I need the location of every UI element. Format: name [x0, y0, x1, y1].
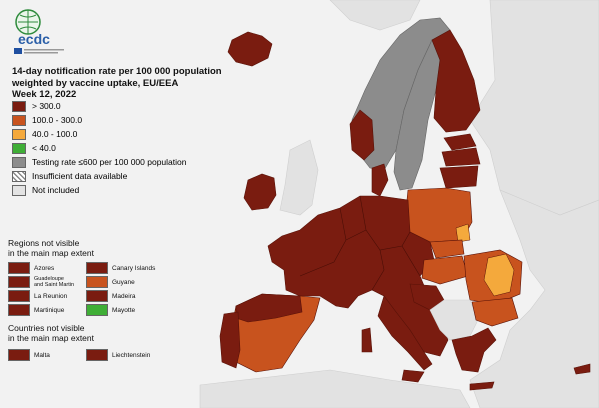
region-swatch: [86, 276, 108, 288]
legend-swatch: [12, 184, 26, 196]
hungary-shape: [421, 255, 469, 285]
countries-title: Countries not visible in the main map ex…: [8, 323, 94, 343]
country-item: Liechtenstein: [86, 349, 150, 361]
region-item: Martinique: [8, 304, 64, 316]
legend-label: Testing rate ≤600 per 100 000 population: [32, 157, 187, 167]
region-item: La Reunion: [8, 290, 67, 302]
region-item: Madeira: [86, 290, 135, 302]
legend-swatch: [12, 114, 26, 126]
legend-item: < 40.0: [12, 142, 56, 154]
finland-shape: [431, 29, 481, 133]
balkans-not-included: [429, 299, 479, 341]
region-swatch: [86, 290, 108, 302]
legend-label: 40.0 - 100.0: [32, 129, 78, 139]
region-swatch: [8, 262, 30, 274]
legend-label: Not included: [32, 185, 80, 195]
region-item: Mayotte: [86, 304, 135, 316]
region-swatch: [8, 290, 30, 302]
legend-swatch: [12, 128, 26, 140]
ireland-shape: [243, 173, 277, 211]
ecdc-globe-logo-icon: ecdc: [14, 9, 64, 54]
legend-swatch: [12, 142, 26, 154]
country-item: Malta: [8, 349, 50, 361]
denmark-shape: [371, 163, 389, 197]
legend-swatch: [12, 100, 26, 112]
region-label: Canary Islands: [112, 264, 156, 272]
map-title: 14-day notification rate per 100 000 pop…: [12, 66, 242, 101]
latvia-shape: [441, 147, 481, 167]
greece-shape: [451, 327, 497, 373]
ecdc-logo: ecdc: [8, 6, 78, 56]
country-label: Malta: [34, 351, 50, 359]
regions-title: Regions not visible in the main map exte…: [8, 238, 94, 258]
legend-label: > 300.0: [32, 101, 61, 111]
legend-item: > 300.0: [12, 100, 61, 112]
legend-item: Not included: [12, 184, 80, 196]
not-included-land: [199, 0, 599, 408]
slovakia-shape: [429, 239, 465, 259]
region-item: Azores: [8, 262, 54, 274]
region-item: Guadeloupe and Saint Martin: [8, 276, 74, 288]
region-label: Mayotte: [112, 306, 136, 314]
norway-coast-shape: [349, 109, 375, 161]
legend-label: Insufficient data available: [32, 171, 128, 181]
legend-item: 100.0 - 300.0: [12, 114, 83, 126]
iceland-shape: [227, 31, 273, 67]
region-swatch: [8, 304, 30, 316]
country-label: Liechtenstein: [112, 351, 151, 359]
sweden-shape: [393, 39, 441, 191]
title-line-3: Week 12, 2022: [12, 89, 77, 100]
sicily-shape: [401, 369, 425, 383]
region-label: Guadeloupe and Saint Martin: [34, 276, 75, 288]
sardinia-shape: [361, 327, 373, 353]
legend-item: Insufficient data available: [12, 170, 128, 182]
country-swatch: [8, 349, 30, 361]
legend-label: 100.0 - 300.0: [32, 115, 83, 125]
legend-swatch: [12, 156, 26, 168]
country-borders: [299, 195, 421, 291]
region-label: La Reunion: [34, 292, 68, 300]
poland-yellow-region: [455, 223, 471, 243]
italy-shape: [377, 295, 433, 371]
portugal-shape: [219, 311, 241, 369]
cyprus-shape: [573, 363, 591, 375]
region-swatch: [86, 262, 108, 274]
region-swatch: [86, 304, 108, 316]
legend-item: 40.0 - 100.0: [12, 128, 78, 140]
country-swatch: [86, 349, 108, 361]
legend-swatch: [12, 170, 26, 182]
region-swatch: [8, 276, 30, 288]
title-line-1: 14-day notification rate per 100 000 pop…: [12, 66, 222, 77]
legend-label: < 40.0: [32, 143, 56, 153]
romania-yellow-region: [483, 253, 515, 297]
lithuania-shape: [439, 165, 479, 189]
title-line-2: weighted by vaccine uptake, EU/EEA: [12, 77, 179, 89]
logo-text: ecdc: [18, 31, 50, 47]
legend-item: Testing rate ≤600 per 100 000 population: [12, 156, 187, 168]
region-item: Guyane: [86, 276, 135, 288]
crete-shape: [469, 381, 495, 391]
region-label: Guyane: [112, 278, 135, 286]
region-label: Martinique: [34, 306, 65, 314]
region-label: Azores: [34, 264, 55, 272]
bulgaria-shape: [471, 297, 519, 327]
estonia-shape: [443, 133, 477, 151]
region-label: Madeira: [112, 292, 136, 300]
region-item: Canary Islands: [86, 262, 155, 274]
